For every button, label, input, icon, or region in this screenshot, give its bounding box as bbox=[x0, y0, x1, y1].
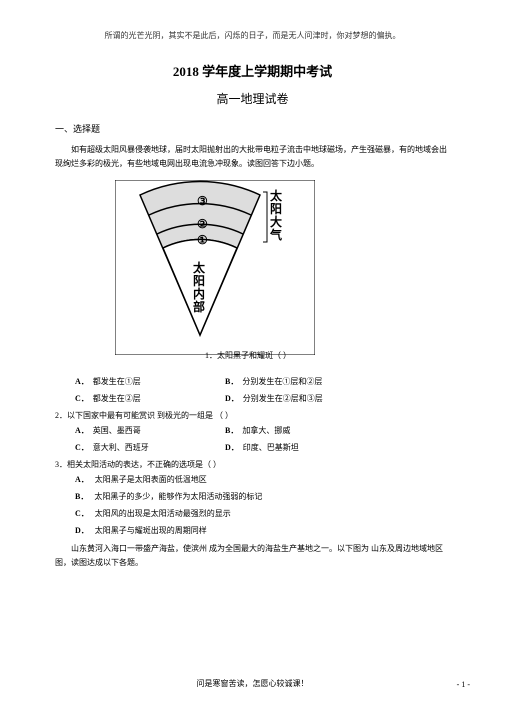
svg-text:部: 部 bbox=[193, 299, 205, 314]
opt-label-c2: C． bbox=[75, 442, 89, 453]
opt-label-a2: A． bbox=[75, 425, 89, 436]
opt-label-a3: A． bbox=[75, 475, 89, 484]
q2-text: 2．以下国家中最有可能赏识 到极光的一组是 （ ） bbox=[55, 410, 450, 421]
page-header: 所谓的光芒光阴，其实不是此后，闪烁的日子，而是无人问津时，你对梦想的偏执。 bbox=[55, 30, 450, 41]
q1-optA: 都发生在①层 bbox=[93, 376, 141, 387]
opt-label-b3: B． bbox=[75, 492, 88, 501]
q3-optB: 太阳黑子的多少，能够作为太阳活动强弱的标记 bbox=[94, 492, 262, 501]
q3-text: 3．相关太阳活动的表达，不正确的选项是（ ） bbox=[55, 459, 450, 470]
page-number: - 1 - bbox=[457, 680, 470, 689]
q2-optC: 意大利、西班牙 bbox=[93, 442, 149, 453]
context2-paragraph: 山东黄河入海口一带盛产海盐，使滨州 成为全国最大的海盐生产基地之一。以下图为 山… bbox=[55, 542, 450, 571]
q1-text: 1．太阳黑子和耀斑（ ） bbox=[205, 350, 505, 361]
q2-options-row2: C． 意大利、西班牙 D． 印度、巴基斯坦 bbox=[75, 442, 450, 453]
q1-optB: 分别发生在①层和②层 bbox=[242, 376, 322, 387]
intro-paragraph: 如有超级太阳风暴侵袭地球，届时太阳抛射出的大批带电粒子流击中地球磁场，产生强磁暴… bbox=[55, 143, 450, 172]
opt-label-d: D． bbox=[225, 393, 239, 404]
q2-options-row1: A． 英国、墨西哥 B． 加拿大、挪威 bbox=[75, 425, 450, 436]
svg-text:阳: 阳 bbox=[270, 201, 282, 216]
opt-label-c: C． bbox=[75, 393, 89, 404]
atmosphere-label: 太 bbox=[270, 188, 283, 203]
section-label: 一、选择题 bbox=[55, 122, 450, 135]
q1-options-row2: C． 都发生在②层 D． 分别发生在②层和③层 bbox=[75, 393, 450, 404]
opt-label-c3: C． bbox=[75, 509, 89, 518]
svg-text:大: 大 bbox=[270, 214, 282, 229]
interior-label: 太 bbox=[193, 260, 206, 275]
exam-title: 2018 学年度上学期期中考试 bbox=[55, 61, 450, 80]
opt-label-b2: B． bbox=[225, 425, 238, 436]
layer1-label: ① bbox=[197, 233, 208, 247]
q3-optC: 太阳风的出现是太阳活动最强烈的显示 bbox=[95, 509, 231, 518]
q2-optA: 英国、墨西哥 bbox=[93, 425, 141, 436]
q3-optD: 太阳黑子与耀斑出现的周期同样 bbox=[95, 526, 207, 535]
q1-options-row1: A． 都发生在①层 B． 分别发生在①层和②层 bbox=[75, 376, 450, 387]
q2-optB: 加拿大、挪威 bbox=[242, 425, 290, 436]
layer2-label: ② bbox=[197, 217, 208, 231]
opt-label-b: B． bbox=[225, 376, 238, 387]
svg-text:阳: 阳 bbox=[193, 273, 205, 288]
opt-label-d3: D． bbox=[75, 526, 89, 535]
exam-subtitle: 高一地理试卷 bbox=[55, 90, 450, 107]
svg-text:内: 内 bbox=[193, 286, 205, 301]
q2-optD: 印度、巴基斯坦 bbox=[243, 442, 299, 453]
sun-diagram: ③ ② ① 太 阳 大 气 太 阳 内 部 bbox=[115, 180, 450, 360]
page-footer: 问是寒窗苦读，怎愿心较诚课！ bbox=[0, 678, 505, 689]
opt-label-d2: D． bbox=[225, 442, 239, 453]
svg-text:气: 气 bbox=[269, 227, 282, 242]
q1-optD: 分别发生在②层和③层 bbox=[243, 393, 323, 404]
opt-label-a: A． bbox=[75, 376, 89, 387]
q3-optA: 太阳黑子是太阳表面的低温地区 bbox=[95, 475, 207, 484]
q1-optC: 都发生在②层 bbox=[93, 393, 141, 404]
layer3-label: ③ bbox=[197, 194, 208, 208]
